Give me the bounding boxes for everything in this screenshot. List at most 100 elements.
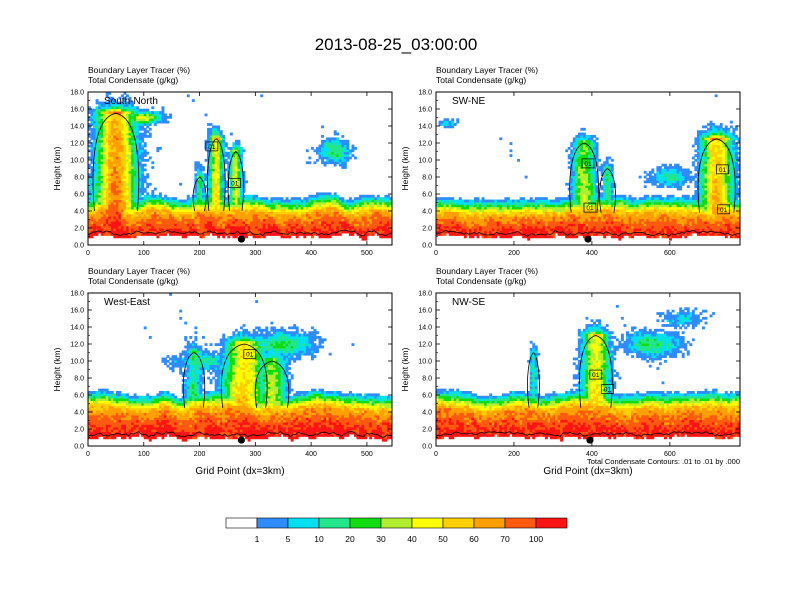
- heatmap-cell: [443, 211, 447, 215]
- heatmap-cell: [585, 230, 589, 234]
- heatmap-cell: [509, 209, 513, 212]
- heatmap-cell: [110, 228, 114, 232]
- heatmap-cell: [202, 209, 205, 212]
- heatmap-cell: [575, 190, 579, 193]
- heatmap-cell: [222, 194, 226, 198]
- heatmap-cell: [585, 218, 589, 222]
- heatmap-cell: [343, 149, 347, 153]
- heatmap-cell: [146, 120, 150, 124]
- heatmap-cell: [113, 99, 117, 102]
- heatmap-cell: [179, 223, 183, 227]
- heatmap-cell: [504, 216, 508, 220]
- heatmap-cell: [496, 221, 500, 224]
- heatmap-cell: [491, 199, 495, 203]
- heatmap-cell: [555, 204, 558, 208]
- heatmap-cell: [295, 221, 299, 224]
- heatmap-cell: [356, 206, 360, 210]
- heatmap-cell: [133, 158, 137, 162]
- heatmap-cell: [123, 96, 127, 100]
- heatmap-cell: [595, 192, 599, 196]
- heatmap-cell: [308, 201, 312, 205]
- heatmap-cell: [156, 204, 160, 208]
- heatmap-cell: [184, 221, 188, 224]
- heatmap-cell: [359, 235, 362, 239]
- heatmap-cell: [512, 209, 515, 212]
- heatmap-cell: [456, 199, 460, 203]
- heatmap-cell: [555, 199, 558, 203]
- heatmap-cell: [575, 135, 579, 138]
- heatmap-cell: [381, 223, 385, 227]
- heatmap-cell: [323, 209, 327, 212]
- heatmap-cell: [537, 206, 541, 210]
- heatmap-cell: [582, 151, 586, 155]
- heatmap-cell: [389, 230, 392, 234]
- heatmap-cell: [169, 223, 172, 227]
- heatmap-cell: [171, 206, 175, 210]
- heatmap-cell: [133, 216, 137, 220]
- heatmap-cell: [328, 142, 332, 145]
- heatmap-cell: [313, 211, 317, 215]
- heatmap-cell: [577, 135, 581, 138]
- heatmap-cell: [562, 201, 566, 205]
- heatmap-cell: [572, 211, 576, 215]
- heatmap-cell: [585, 154, 589, 157]
- heatmap-cell: [115, 130, 119, 134]
- heatmap-cell: [522, 221, 526, 224]
- heatmap-cell: [461, 228, 465, 232]
- heatmap-cell: [229, 185, 233, 189]
- heatmap-cell: [237, 218, 241, 222]
- heatmap-cell: [202, 213, 205, 217]
- heatmap-cell: [379, 199, 383, 203]
- heatmap-cell: [143, 204, 147, 208]
- heatmap-cell: [105, 180, 109, 184]
- heatmap-cell: [209, 137, 213, 141]
- heatmap-cell: [103, 161, 107, 165]
- heatmap-cell: [108, 158, 112, 162]
- heatmap-cell: [143, 194, 147, 198]
- heatmap-cell: [575, 161, 579, 165]
- heatmap-cell: [451, 199, 455, 203]
- heatmap-cell: [361, 228, 365, 232]
- heatmap-cell: [517, 209, 520, 212]
- heatmap-cell: [278, 199, 281, 203]
- heatmap-cell: [453, 201, 457, 205]
- heatmap-cell: [212, 225, 216, 229]
- heatmap-cell: [588, 142, 591, 145]
- heatmap-cell: [108, 197, 112, 200]
- heatmap-cell: [186, 209, 190, 212]
- heatmap-cell: [529, 199, 533, 203]
- heatmap-cell: [496, 209, 500, 212]
- heatmap-cell: [199, 213, 203, 217]
- heatmap-cell: [476, 233, 480, 236]
- heatmap-cell: [212, 135, 216, 138]
- heatmap-cell: [577, 228, 581, 232]
- heatmap-cell: [118, 223, 122, 227]
- heatmap-cell: [275, 223, 279, 227]
- heatmap-cell: [100, 163, 104, 167]
- heatmap-cell: [386, 211, 390, 215]
- heatmap-cell: [570, 154, 574, 157]
- heatmap-cell: [514, 218, 518, 222]
- heatmap-cell: [293, 201, 297, 205]
- heatmap-cell: [237, 142, 241, 145]
- heatmap-cell: [272, 228, 276, 232]
- heatmap-cell: [179, 206, 183, 210]
- heatmap-cell: [532, 223, 536, 227]
- heatmap-cell: [133, 190, 137, 193]
- heatmap-cell: [250, 225, 254, 229]
- heatmap-cell: [514, 204, 518, 208]
- heatmap-cell: [234, 206, 238, 210]
- heatmap-cell: [567, 197, 571, 200]
- heatmap-cell: [131, 101, 134, 105]
- heatmap-cell: [123, 108, 127, 112]
- heatmap-cell: [341, 158, 345, 162]
- heatmap-cell: [224, 144, 228, 148]
- heatmap-cell: [532, 216, 536, 220]
- heatmap-cell: [570, 142, 574, 145]
- heatmap-cell: [572, 209, 576, 212]
- heatmap-cell: [308, 211, 312, 215]
- heatmap-cell: [194, 228, 198, 232]
- heatmap-cell: [489, 201, 493, 205]
- heatmap-cell: [376, 194, 380, 198]
- heatmap-cell: [166, 199, 170, 203]
